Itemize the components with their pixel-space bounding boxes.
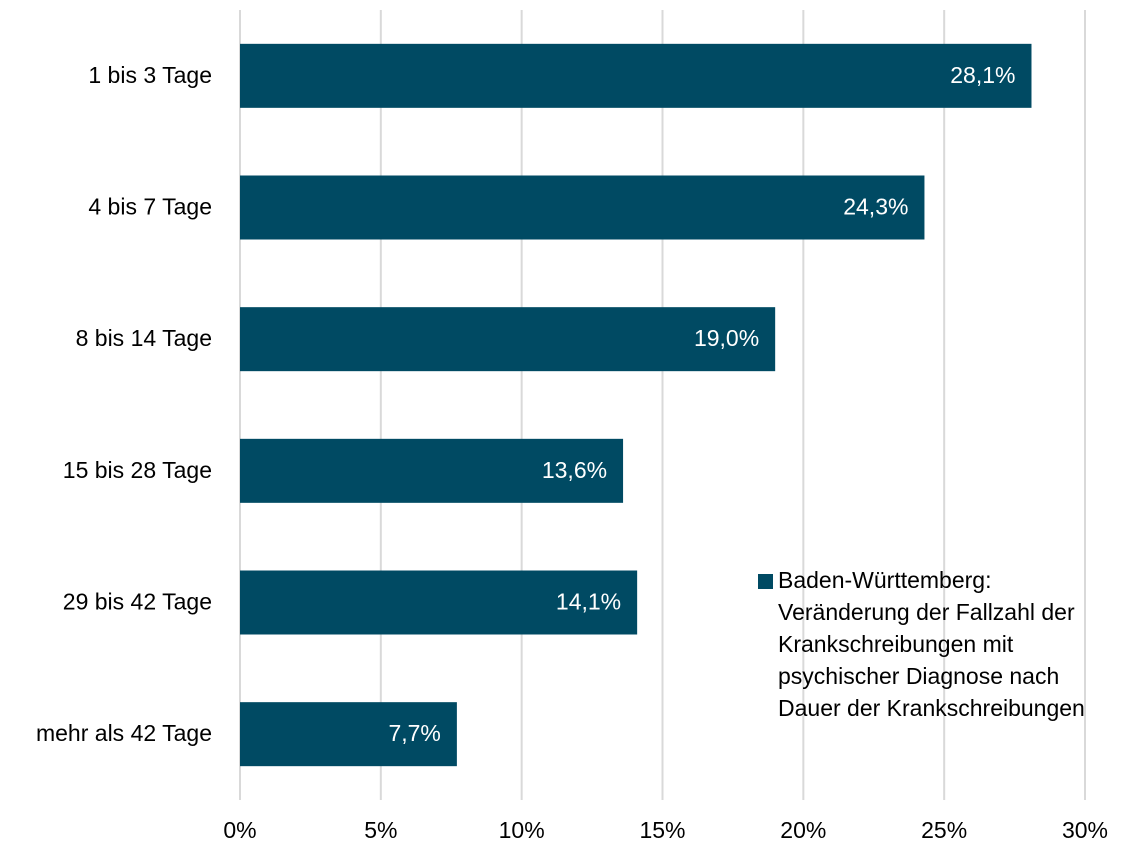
value-label: 28,1% xyxy=(950,62,1015,88)
y-tick-label: 8 bis 14 Tage xyxy=(76,325,212,351)
bar xyxy=(240,438,624,503)
legend-line: Krankschreibungen mit xyxy=(778,631,1020,657)
x-tick-label: 30% xyxy=(1062,817,1108,843)
x-tick-label: 25% xyxy=(921,817,967,843)
legend-line: Veränderung der Fallzahl der xyxy=(778,599,1081,625)
value-label: 24,3% xyxy=(843,194,908,220)
x-tick-label: 0% xyxy=(223,817,256,843)
y-tick-label: 29 bis 42 Tage xyxy=(63,589,212,615)
legend-label: Baden-Württemberg: Veränderung der Fallz… xyxy=(778,567,1085,721)
value-label: 13,6% xyxy=(542,457,607,483)
y-tick-label: 4 bis 7 Tage xyxy=(88,194,212,220)
legend-line: Dauer der Krankschreibungen xyxy=(778,695,1085,721)
y-tick-label: mehr als 42 Tage xyxy=(36,720,212,746)
x-tick-label: 15% xyxy=(639,817,685,843)
y-tick-label: 15 bis 28 Tage xyxy=(63,457,212,483)
y-tick-label: 1 bis 3 Tage xyxy=(88,62,212,88)
value-label: 19,0% xyxy=(694,325,759,351)
bar xyxy=(240,307,776,372)
bar xyxy=(240,570,638,635)
value-label: 14,1% xyxy=(556,589,621,615)
bar xyxy=(240,43,1032,108)
bar xyxy=(240,702,457,767)
legend-swatch xyxy=(758,574,773,589)
x-tick-label: 20% xyxy=(780,817,826,843)
x-tick-label: 10% xyxy=(499,817,545,843)
x-tick-label: 5% xyxy=(364,817,397,843)
legend-line: Baden-Württemberg: xyxy=(778,567,998,593)
value-label: 7,7% xyxy=(388,720,440,746)
bar xyxy=(240,175,925,240)
legend-line: psychischer Diagnose nach xyxy=(778,663,1066,689)
